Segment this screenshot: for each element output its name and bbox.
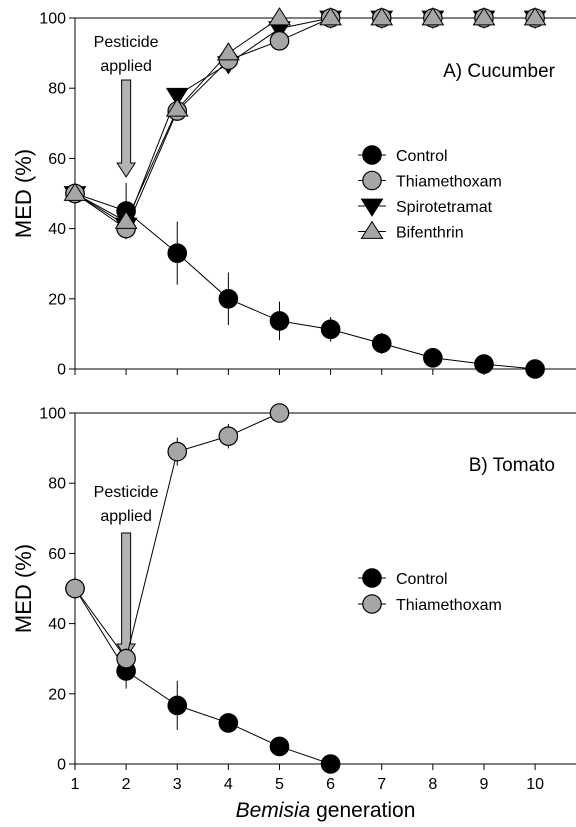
x-tick-label: 9 — [480, 776, 489, 793]
x-axis-label-italic: Bemisia — [236, 799, 311, 822]
y-tick-label: 80 — [48, 81, 66, 98]
y-tick-label: 60 — [48, 151, 66, 168]
annotation-text: applied — [100, 508, 152, 525]
legend-label: Control — [396, 571, 448, 588]
legend-marker-thiamethoxam — [362, 170, 382, 191]
data-point-control — [474, 354, 494, 374]
pesticide-arrow — [116, 532, 137, 659]
y-tick-label: 100 — [39, 406, 66, 423]
data-point-thiamethoxam — [167, 441, 188, 462]
y-tick-label: 80 — [48, 476, 66, 493]
legend-label: Bifenthrin — [396, 225, 464, 242]
data-point-control — [218, 288, 239, 309]
data-point-bifenthrin — [114, 210, 138, 229]
data-point-control — [269, 311, 290, 331]
y-tick-label: 0 — [57, 757, 66, 774]
x-tick-label: 10 — [526, 776, 544, 793]
x-axis-label: Bemisia generation — [236, 799, 416, 822]
annotation-text: applied — [100, 58, 152, 75]
data-point-bifenthrin — [523, 7, 547, 26]
annotation-text: Pesticide — [94, 34, 159, 51]
y-tick-label: 20 — [48, 686, 66, 703]
pesticide-arrow — [116, 79, 137, 178]
data-point-control — [320, 319, 341, 340]
legend: Control Thiamethoxam — [358, 568, 502, 614]
legend: Control Thiamethoxam Spirotetramat Bifenthr… — [358, 145, 502, 242]
legend-marker-bifenthrin — [360, 220, 384, 239]
annotation-text: Pesticide — [94, 484, 159, 501]
x-tick-label: 6 — [326, 776, 335, 793]
y-tick-label: 60 — [48, 546, 66, 563]
x-tick-label: 8 — [428, 776, 437, 793]
data-point-control — [423, 347, 443, 368]
data-point-bifenthrin — [421, 7, 445, 26]
data-point-thiamethoxam — [269, 31, 290, 51]
data-point-control — [269, 736, 290, 757]
data-point-control — [167, 243, 188, 263]
y-tick-label: 40 — [48, 221, 66, 238]
legend-marker-spirotetramat — [360, 198, 384, 217]
data-point-control — [525, 359, 545, 379]
x-tick-label: 7 — [377, 776, 386, 793]
panel-b: 0 20 40 60 80 100 1 2 3 4 5 6 7 8 9 10 MED (%) B) Tomato P… — [11, 403, 576, 793]
legend-label: Thiamethoxam — [396, 174, 502, 191]
x-tick-label: 2 — [122, 776, 131, 793]
data-point-control — [371, 333, 392, 354]
x-tick-label: 1 — [71, 776, 80, 793]
legend-marker-thiamethoxam — [362, 594, 382, 614]
data-point-thiamethoxam — [218, 426, 239, 446]
data-point-bifenthrin — [472, 7, 496, 26]
y-tick-label: 100 — [39, 11, 66, 28]
series-line-control — [74, 193, 536, 370]
data-point-thiamethoxam — [65, 578, 85, 599]
data-point-bifenthrin — [165, 98, 189, 117]
panel-title: B) Tomato — [469, 455, 555, 476]
y-axis-label: MED (%) — [11, 149, 36, 238]
y-tick-label: 20 — [48, 291, 66, 308]
data-point-control — [167, 695, 188, 716]
y-tick-label: 40 — [48, 616, 66, 633]
x-tick-label: 4 — [224, 776, 233, 793]
x-tick-label: 5 — [275, 776, 284, 793]
legend-label: Spirotetramat — [396, 199, 493, 216]
data-point-thiamethoxam — [116, 648, 136, 669]
data-point-control — [218, 713, 239, 733]
legend-label: Control — [396, 148, 448, 165]
data-point-control — [320, 754, 341, 774]
legend-label: Thiamethoxam — [396, 597, 502, 614]
x-axis-label-rest: generation — [310, 799, 415, 822]
data-point-bifenthrin — [319, 7, 343, 26]
x-tick-label: 3 — [173, 776, 182, 793]
data-point-spirotetramat — [165, 87, 189, 107]
legend-marker-control — [362, 145, 382, 165]
panel-title: A) Cucumber — [443, 61, 556, 82]
series-line-bifenthrin — [74, 17, 536, 223]
data-point-bifenthrin — [216, 42, 240, 61]
data-point-thiamethoxam — [269, 403, 290, 423]
y-tick-label: 0 — [57, 362, 66, 379]
y-axis-label: MED (%) — [11, 544, 36, 633]
series-line-control — [74, 588, 331, 765]
data-point-bifenthrin — [370, 7, 394, 26]
legend-marker-control — [362, 568, 382, 588]
data-point-bifenthrin — [268, 7, 291, 26]
panel-a: 0 20 40 60 80 100 MED (%) A) Cucumber Pesticide a… — [11, 7, 576, 379]
data-point-bifenthrin — [63, 182, 87, 201]
